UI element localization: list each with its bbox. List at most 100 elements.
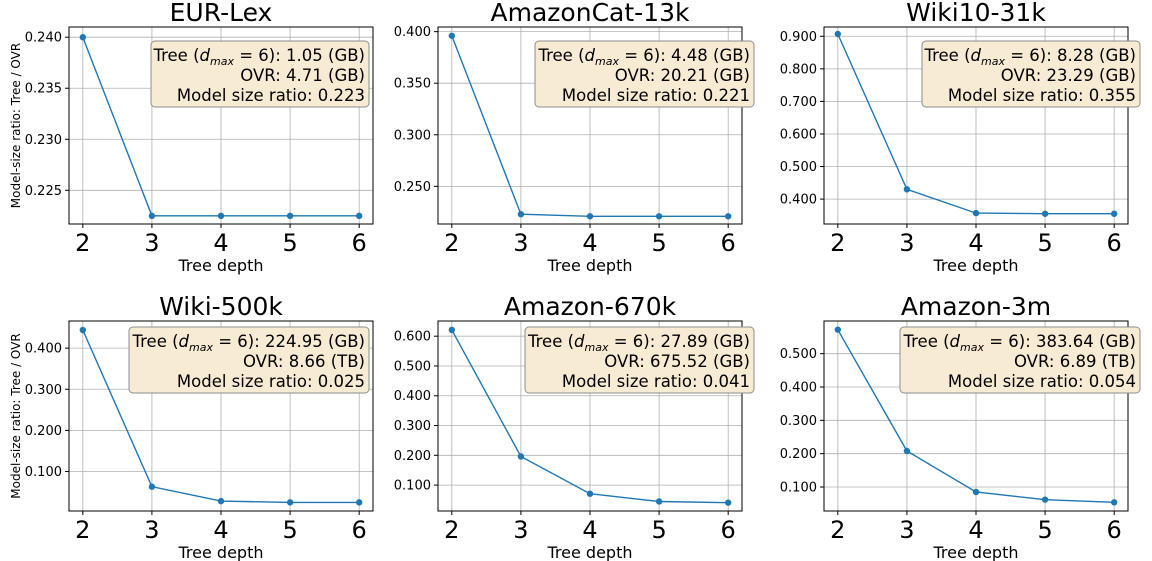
subplot: 2 3 4 5 6 0.100 0.200 0.300 0.400 0.500 Amazon-3m T… <box>780 292 1141 561</box>
data-point <box>586 490 594 497</box>
subplot: 2 3 4 5 6 0.400 0.500 0.600 0.700 0.800 0.900 Wiki1… <box>780 0 1141 275</box>
y-tick-label: 0.240 <box>25 31 62 46</box>
annotation-dmax: d <box>179 332 190 351</box>
annotation-dmax-subscript: max <box>981 55 1005 68</box>
x-tick-label: 6 <box>352 516 367 544</box>
y-tick-label: 0.900 <box>780 30 817 45</box>
annotation-value: = 6): 4.48 (GB) <box>619 46 750 65</box>
data-point <box>1041 210 1049 217</box>
annotation-dmax-subscript: max <box>960 341 984 354</box>
annotation-tree-size: Tree (dmax = 6): 383.64 (GB) <box>902 332 1136 354</box>
y-tick-label: 0.400 <box>780 193 817 208</box>
annotation-ratio: Model size ratio: 0.025 <box>177 372 365 391</box>
y-axis-label: Model-size ratio: Tree / OVR <box>9 43 23 208</box>
y-tick-label: 0.100 <box>25 465 62 480</box>
x-tick-label: 6 <box>721 229 736 257</box>
x-tick-label: 4 <box>582 229 597 257</box>
y-tick-label: 0.400 <box>25 342 62 357</box>
x-tick-label: 6 <box>721 516 736 544</box>
x-tick-label: 2 <box>830 516 845 544</box>
y-tick-label: 0.300 <box>25 383 62 398</box>
subplot: 2 3 4 5 6 0.100 0.200 0.300 0.400 Wiki-500k Tree d… <box>9 292 374 561</box>
y-tick-label: 0.300 <box>394 419 431 434</box>
x-tick-label: 6 <box>1107 516 1122 544</box>
x-axis-label: Tree depth <box>547 543 633 561</box>
chart-title: Amazon-3m <box>901 292 1051 321</box>
y-tick-label: 0.400 <box>394 25 431 40</box>
annotation-dmax: d <box>585 46 596 65</box>
data-point <box>286 499 294 506</box>
x-tick-label: 5 <box>282 229 297 257</box>
annotation-ratio: Model size ratio: 0.221 <box>562 86 750 105</box>
annotation-tree-size: Tree (dmax = 6): 8.28 (GB) <box>923 46 1136 68</box>
annotation-box <box>150 40 370 108</box>
subplot: 2 3 4 5 6 0.100 0.200 0.300 0.400 0.500 0.600 Amazo… <box>394 292 755 561</box>
y-tick-label: 0.400 <box>394 389 431 404</box>
annotation-dmax-subscript: max <box>210 55 234 68</box>
y-tick-label: 0.300 <box>780 414 817 429</box>
y-tick-label: 0.800 <box>780 62 817 77</box>
data-point <box>724 213 732 220</box>
subplot: 2 3 4 5 6 0.250 0.300 0.350 0.400 AmazonCat-13k Tr… <box>394 0 755 275</box>
data-point <box>448 32 456 39</box>
annotation-dmax-subscript: max <box>189 341 213 354</box>
annotation-box <box>524 326 755 394</box>
y-tick-label: 0.235 <box>25 82 62 97</box>
chart-title: AmazonCat-13k <box>491 0 690 27</box>
x-tick-label: 2 <box>75 516 90 544</box>
annotation-dmax: d <box>971 46 982 65</box>
annotation-tree-size: Tree (dmax = 6): 4.48 (GB) <box>537 46 750 68</box>
y-tick-label: 0.300 <box>394 128 431 143</box>
y-tick-label: 0.250 <box>394 180 431 195</box>
data-point <box>972 488 980 496</box>
x-tick-label: 2 <box>444 516 459 544</box>
y-tick-label: 0.200 <box>25 424 62 439</box>
y-tick-label: 0.600 <box>780 127 817 142</box>
annotation-box <box>921 40 1141 108</box>
chart-title: Wiki10-31k <box>906 0 1046 27</box>
annotation-box <box>899 326 1141 394</box>
x-tick-label: 4 <box>968 229 983 257</box>
x-tick-label: 6 <box>352 229 367 257</box>
x-tick-label: 2 <box>830 229 845 257</box>
data-point <box>517 211 525 218</box>
x-tick-label: 3 <box>513 229 528 257</box>
annotation-value: = 6): 27.89 (GB) <box>608 332 750 351</box>
data-point <box>586 213 594 220</box>
annotation-text: Tree ( <box>152 46 199 65</box>
data-point <box>217 497 225 505</box>
x-tick-label: 4 <box>213 516 228 544</box>
y-tick-label: 0.200 <box>394 449 431 464</box>
y-tick-label: 0.100 <box>780 481 817 496</box>
data-point <box>148 212 156 220</box>
y-tick-label: 0.700 <box>780 95 817 110</box>
x-tick-label: 3 <box>899 229 914 257</box>
annotation-value: = 6): 8.28 (GB) <box>1005 46 1136 65</box>
data-point <box>286 212 294 220</box>
annotation-ratio: Model size ratio: 0.223 <box>177 86 365 105</box>
annotation-text: Tree ( <box>923 46 970 65</box>
y-tick-label: 0.200 <box>780 447 817 462</box>
annotation-ovr-size: OVR: 8.66 (TB) <box>243 352 365 371</box>
y-tick-label: 0.500 <box>394 359 431 374</box>
subplot: 2 3 4 5 6 0.225 0.230 0.235 0.240 EUR-Lex Tree dep… <box>9 0 374 275</box>
y-tick-label: 0.400 <box>780 381 817 396</box>
annotation-ratio: Model size ratio: 0.355 <box>948 86 1136 105</box>
x-tick-label: 5 <box>651 516 666 544</box>
annotation-ovr-size: OVR: 6.89 (TB) <box>1014 352 1136 371</box>
x-tick-label: 3 <box>144 516 159 544</box>
annotation-tree-size: Tree (dmax = 6): 27.89 (GB) <box>527 332 750 354</box>
annotation-ovr-size: OVR: 23.29 (GB) <box>1001 66 1136 85</box>
x-tick-label: 2 <box>444 229 459 257</box>
y-tick-label: 0.100 <box>394 479 431 494</box>
y-axis-label: Model-size ratio: Tree / OVR <box>9 333 23 498</box>
annotation-ovr-size: OVR: 4.71 (GB) <box>240 66 365 85</box>
x-tick-label: 3 <box>899 516 914 544</box>
data-point <box>355 212 363 220</box>
data-point <box>448 326 456 334</box>
data-point <box>1110 210 1118 217</box>
x-tick-label: 4 <box>213 229 228 257</box>
data-point <box>1041 496 1049 503</box>
annotation-text: Tree ( <box>537 46 584 65</box>
annotation-box <box>128 326 370 394</box>
